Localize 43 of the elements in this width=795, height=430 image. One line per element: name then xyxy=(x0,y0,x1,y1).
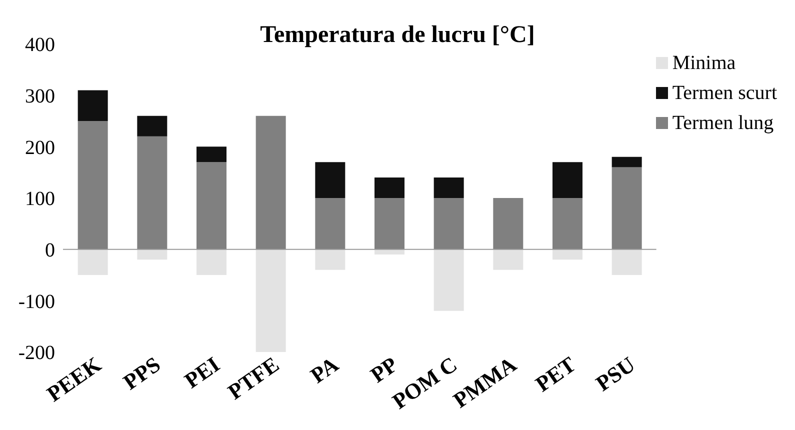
bar xyxy=(374,177,404,198)
bar xyxy=(552,198,582,250)
bar xyxy=(137,136,168,250)
x-tick-label: PA xyxy=(306,352,343,388)
x-tick-label: PPS xyxy=(118,352,165,395)
bar xyxy=(612,167,642,250)
bar xyxy=(315,198,346,250)
y-tick-label: 200 xyxy=(25,136,55,159)
y-tick-label: 0 xyxy=(45,239,55,262)
y-tick-label: 100 xyxy=(25,188,55,210)
bar xyxy=(374,198,404,250)
bar xyxy=(552,162,582,198)
bar xyxy=(256,249,286,352)
bar xyxy=(137,116,168,136)
legend-label: Minima xyxy=(672,51,736,76)
bar xyxy=(493,198,524,250)
bar xyxy=(78,90,108,121)
bar xyxy=(196,146,226,162)
y-tick-label: 400 xyxy=(25,34,55,56)
bar xyxy=(315,162,346,198)
bar xyxy=(493,249,524,270)
legend-label: Termen lung xyxy=(672,111,774,136)
x-tick-label: PSU xyxy=(591,352,640,396)
bar xyxy=(434,177,464,198)
y-tick-label: -200 xyxy=(18,342,55,364)
bar xyxy=(137,249,168,260)
bar xyxy=(196,249,226,275)
x-tick-label: PEI xyxy=(180,352,224,394)
bar xyxy=(78,249,108,275)
bar xyxy=(612,249,642,275)
bar xyxy=(315,249,346,270)
bar xyxy=(612,156,642,168)
y-tick-label: -100 xyxy=(18,290,55,313)
x-tick-label: PET xyxy=(530,351,580,397)
bar xyxy=(434,249,464,311)
chart-title: Temperatura de lucru [°C] xyxy=(260,22,535,48)
bar xyxy=(434,198,464,250)
bar xyxy=(552,249,582,260)
bar xyxy=(78,121,108,250)
legend-label: Termen scurt xyxy=(672,81,777,106)
bar xyxy=(196,162,226,250)
y-tick-label: 300 xyxy=(25,85,55,108)
bar xyxy=(256,116,286,250)
